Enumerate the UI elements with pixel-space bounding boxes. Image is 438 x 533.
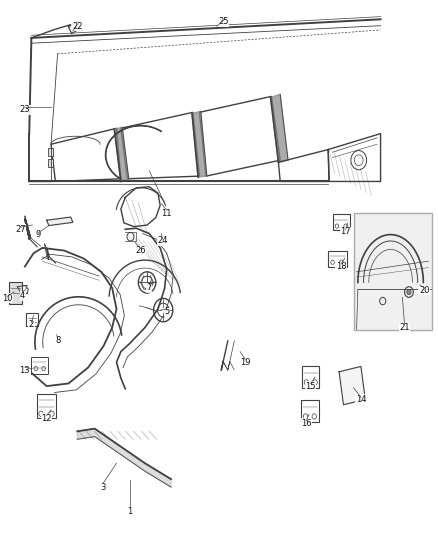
- Text: 27: 27: [15, 225, 26, 234]
- Text: 17: 17: [340, 228, 351, 237]
- Text: 1: 1: [127, 506, 132, 515]
- Text: 11: 11: [162, 209, 172, 218]
- Polygon shape: [339, 367, 365, 405]
- FancyBboxPatch shape: [9, 282, 22, 304]
- Polygon shape: [192, 111, 207, 177]
- Text: 3: 3: [101, 482, 106, 491]
- FancyBboxPatch shape: [354, 213, 432, 330]
- Text: 2: 2: [29, 320, 34, 329]
- Text: 25: 25: [218, 18, 229, 27]
- Text: 13: 13: [20, 366, 30, 375]
- Polygon shape: [114, 127, 129, 181]
- Circle shape: [407, 289, 411, 295]
- Text: 26: 26: [135, 246, 146, 255]
- FancyBboxPatch shape: [48, 159, 53, 166]
- Text: 12: 12: [42, 414, 52, 423]
- Text: 8: 8: [55, 336, 60, 345]
- Text: 7: 7: [147, 283, 152, 292]
- Text: 9: 9: [35, 230, 41, 239]
- FancyBboxPatch shape: [48, 149, 53, 156]
- Text: 22: 22: [72, 22, 82, 31]
- Text: 21: 21: [399, 323, 410, 332]
- Text: 10: 10: [2, 294, 13, 303]
- Text: 16: 16: [301, 419, 312, 428]
- Text: 14: 14: [356, 395, 366, 404]
- Text: 20: 20: [419, 286, 430, 295]
- Text: 5: 5: [164, 307, 170, 316]
- Text: 4: 4: [20, 291, 25, 300]
- Text: 19: 19: [240, 358, 251, 367]
- Text: 24: 24: [157, 237, 168, 246]
- Text: 18: 18: [336, 262, 346, 271]
- Text: 23: 23: [20, 105, 30, 114]
- Text: 15: 15: [305, 382, 316, 391]
- Polygon shape: [68, 21, 80, 34]
- Polygon shape: [47, 217, 73, 225]
- Polygon shape: [77, 429, 171, 487]
- Polygon shape: [271, 94, 288, 163]
